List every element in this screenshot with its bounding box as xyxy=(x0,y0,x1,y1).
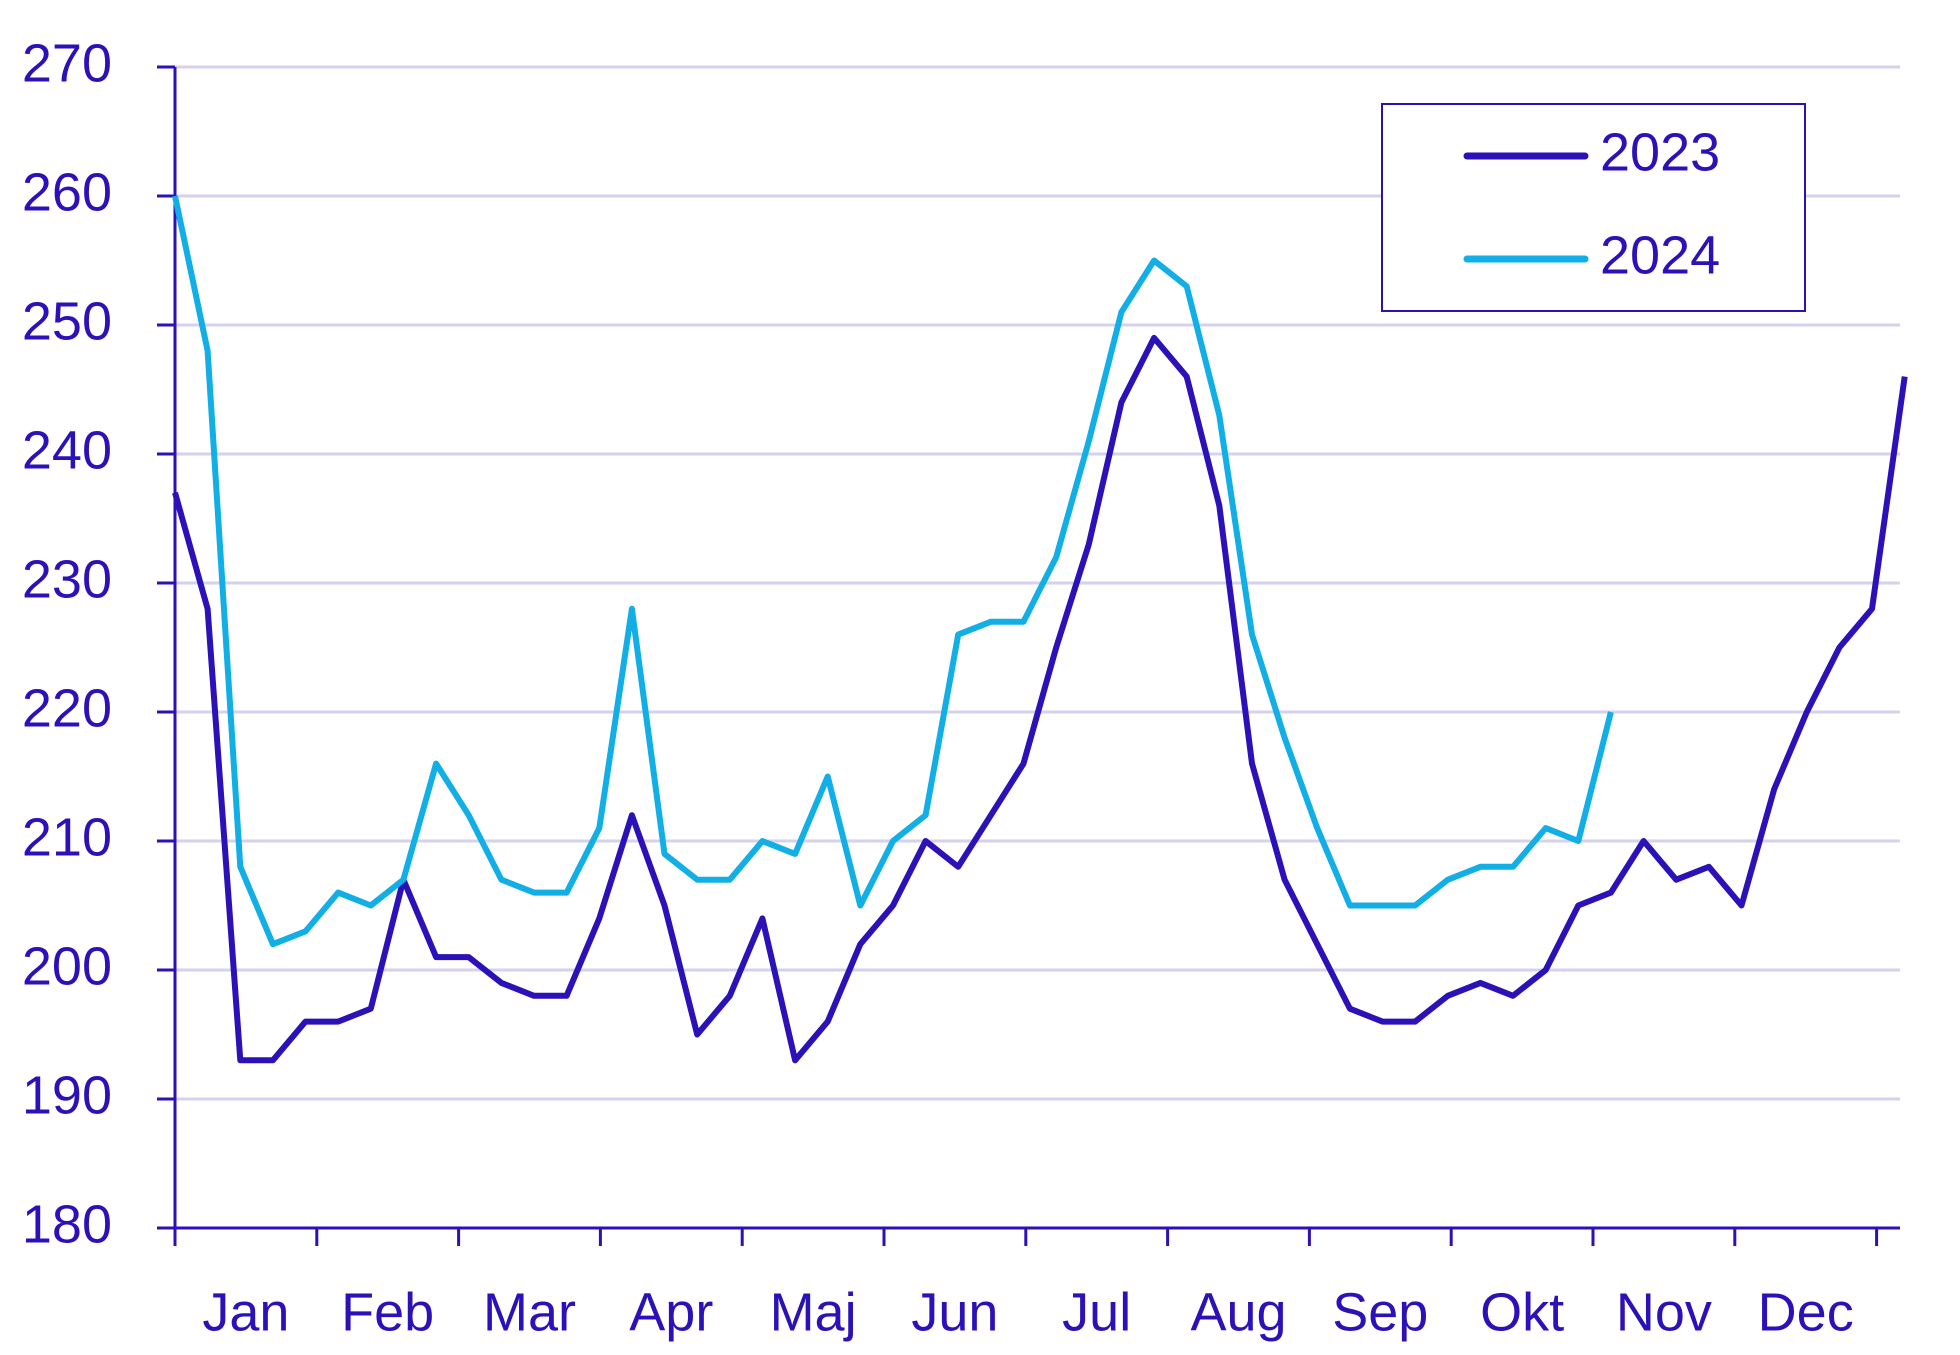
y-tick-label: 190 xyxy=(22,1065,112,1125)
y-tick-label: 250 xyxy=(22,291,112,351)
legend-label: 2024 xyxy=(1600,225,1720,285)
x-tick-label: Mar xyxy=(483,1282,576,1342)
x-tick-label: Dec xyxy=(1758,1282,1854,1342)
x-tick-label: Jun xyxy=(911,1282,998,1342)
x-tick-label: Feb xyxy=(341,1282,434,1342)
x-tick-label: Sep xyxy=(1332,1282,1428,1342)
x-tick-label: Jul xyxy=(1062,1282,1131,1342)
x-tick-label: Maj xyxy=(770,1282,857,1342)
y-tick-label: 270 xyxy=(22,33,112,93)
x-tick-label: Okt xyxy=(1480,1282,1564,1342)
legend: 2023 2024 xyxy=(1381,103,1806,312)
y-tick-label: 220 xyxy=(22,678,112,738)
legend-label: 2023 xyxy=(1600,122,1720,182)
x-tick-label: Jan xyxy=(202,1282,289,1342)
series-line xyxy=(172,334,1908,1064)
y-tick-label: 180 xyxy=(22,1194,112,1254)
series-line xyxy=(172,195,1614,948)
x-tick-label: Nov xyxy=(1616,1282,1712,1342)
y-tick-label: 230 xyxy=(22,549,112,609)
x-tick-label: Aug xyxy=(1190,1282,1286,1342)
y-tick-label: 260 xyxy=(22,162,112,222)
y-tick-label: 200 xyxy=(22,936,112,996)
x-tick-label: Apr xyxy=(629,1282,713,1342)
y-tick-label: 240 xyxy=(22,420,112,480)
y-tick-label: 210 xyxy=(22,807,112,867)
legend-box xyxy=(1381,103,1806,312)
